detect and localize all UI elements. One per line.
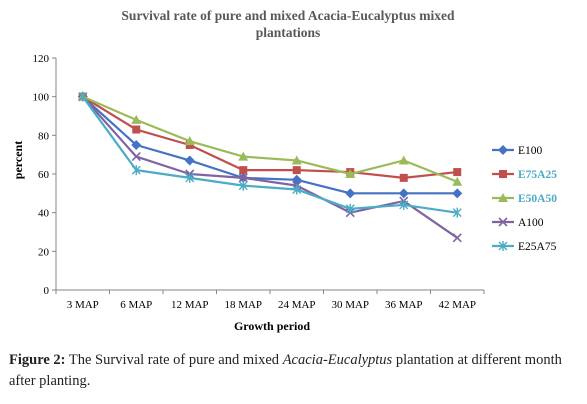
data-point bbox=[238, 180, 248, 191]
legend-item-e25a75: E25A75 bbox=[492, 241, 557, 253]
x-tick-label: 30 MAP bbox=[331, 299, 369, 311]
data-point bbox=[452, 207, 462, 218]
data-point bbox=[291, 174, 302, 185]
y-axis-label: percent bbox=[11, 141, 25, 179]
data-point bbox=[185, 172, 195, 183]
chart-title: Survival rate of pure and mixed Acacia-E… bbox=[121, 8, 455, 40]
series-e25a75 bbox=[78, 91, 462, 218]
legend: E100 E75A25 E50A50 A100 E25A75 bbox=[492, 145, 557, 253]
y-tick-label: 120 bbox=[33, 53, 50, 65]
caption-text-before: The Survival rate of pure and mixed bbox=[65, 352, 283, 368]
x-tick-label: 42 MAP bbox=[438, 299, 476, 311]
x-axis-ticks: 3 MAP 6 MAP 12 MAP 18 MAP 24 MAP 30 MAP 36 MAP… bbox=[55, 290, 485, 311]
y-tick-label: 60 bbox=[38, 169, 50, 181]
x-tick-label: 18 MAP bbox=[224, 299, 262, 311]
data-point bbox=[452, 188, 463, 199]
data-point bbox=[399, 173, 408, 182]
data-point bbox=[292, 166, 301, 175]
data-point bbox=[238, 173, 248, 183]
y-tick-label: 40 bbox=[38, 208, 50, 220]
legend-label: E100 bbox=[518, 145, 543, 157]
legend-label: E75A25 bbox=[518, 169, 557, 181]
data-point bbox=[345, 188, 356, 199]
data-point bbox=[399, 199, 409, 210]
x-tick-label: 24 MAP bbox=[278, 299, 316, 311]
data-point bbox=[238, 151, 249, 161]
y-tick-label: 20 bbox=[38, 246, 50, 258]
x-tick-label: 6 MAP bbox=[120, 299, 152, 311]
legend-item-a100: A100 bbox=[492, 217, 544, 229]
data-point bbox=[453, 168, 462, 177]
data-point bbox=[398, 188, 409, 199]
legend-marker bbox=[498, 241, 508, 251]
legend-label: E50A50 bbox=[518, 193, 557, 205]
series-line bbox=[81, 96, 458, 214]
x-tick-label: 3 MAP bbox=[67, 299, 99, 311]
legend-label: E25A75 bbox=[518, 241, 557, 253]
legend-marker bbox=[498, 217, 508, 227]
series-line bbox=[82, 95, 458, 179]
data-point bbox=[184, 136, 195, 146]
data-point bbox=[398, 155, 409, 165]
series-line bbox=[82, 95, 458, 195]
legend-label: A100 bbox=[518, 217, 544, 229]
legend-item-e50a50: E50A50 bbox=[492, 193, 557, 205]
chart-title-line: plantations bbox=[256, 25, 321, 40]
figure-label: Figure 2: bbox=[9, 352, 66, 368]
figure-caption: Figure 2: The Survival rate of pure and … bbox=[9, 350, 581, 392]
caption-species: Acacia-Eucalyptus bbox=[282, 352, 393, 368]
x-tick-label: 36 MAP bbox=[385, 299, 423, 311]
data-point bbox=[131, 165, 141, 176]
y-axis-ticks: 0 20 40 60 80 100 120 bbox=[33, 53, 56, 297]
data-point bbox=[452, 233, 462, 243]
chart-title-line: Survival rate of pure and mixed Acacia-E… bbox=[121, 8, 455, 23]
data-point bbox=[184, 155, 195, 166]
data-point bbox=[131, 114, 142, 124]
y-tick-label: 100 bbox=[33, 92, 50, 104]
caption-text-after: plantation at different month after plan… bbox=[9, 352, 562, 389]
data-point bbox=[132, 125, 141, 134]
legend-item-e75a25: E75A25 bbox=[492, 169, 557, 181]
data-point bbox=[131, 152, 141, 162]
series-group bbox=[77, 91, 463, 243]
legend-marker bbox=[498, 193, 508, 202]
data-point bbox=[292, 184, 302, 195]
legend-marker bbox=[498, 145, 508, 155]
data-point bbox=[239, 166, 248, 175]
data-point bbox=[291, 155, 302, 165]
line-chart: Survival rate of pure and mixed Acacia-E… bbox=[11, 8, 557, 333]
data-point bbox=[131, 140, 142, 150]
legend-item-e100: E100 bbox=[492, 145, 543, 157]
series-line bbox=[82, 95, 458, 183]
x-tick-label: 12 MAP bbox=[171, 299, 209, 311]
legend-marker bbox=[499, 170, 507, 178]
series-line bbox=[81, 95, 458, 239]
chart-axes bbox=[55, 58, 484, 291]
data-point bbox=[78, 91, 88, 102]
x-axis-label: Growth period bbox=[234, 319, 310, 333]
data-point bbox=[345, 169, 356, 178]
y-tick-label: 80 bbox=[38, 130, 50, 142]
data-point bbox=[452, 176, 463, 186]
y-tick-label: 0 bbox=[44, 285, 50, 297]
data-point bbox=[345, 203, 355, 214]
